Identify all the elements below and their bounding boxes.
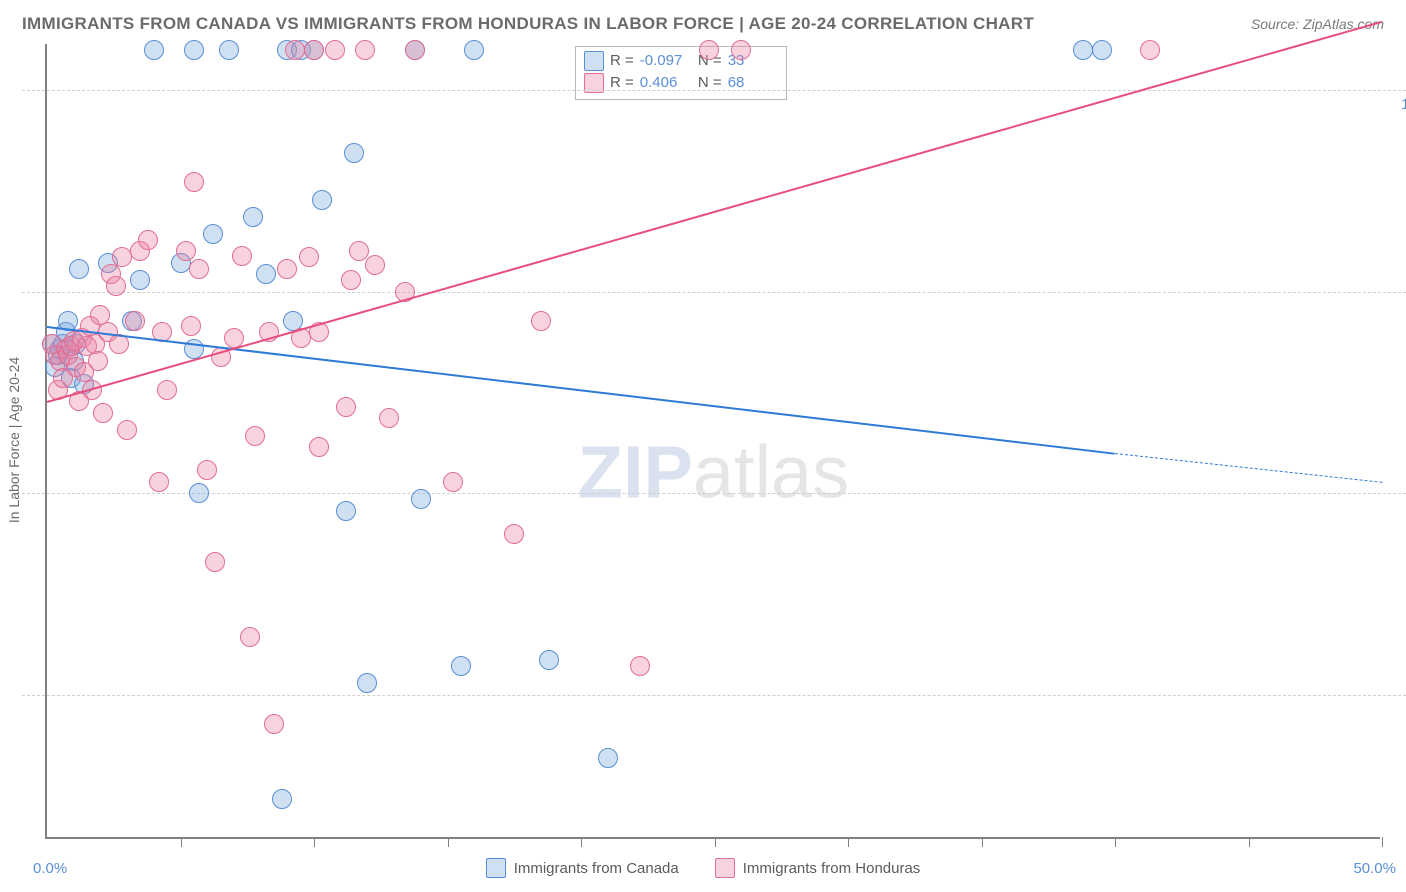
point-honduras [125,311,145,331]
source-credit: Source: ZipAtlas.com [1251,16,1384,32]
point-canada [357,673,377,693]
point-honduras [299,247,319,267]
x-tick [181,837,182,847]
point-honduras [443,472,463,492]
point-honduras [336,397,356,417]
point-canada [312,190,332,210]
point-honduras [149,472,169,492]
point-honduras [88,351,108,371]
point-canada [69,259,89,279]
point-honduras [264,714,284,734]
point-canada [539,650,559,670]
x-tick [314,837,315,847]
point-canada [189,483,209,503]
point-canada [144,40,164,60]
point-canada [272,789,292,809]
x-tick [848,837,849,847]
point-honduras [355,40,375,60]
point-honduras [531,311,551,331]
x-tick [715,837,716,847]
point-canada [598,748,618,768]
stat-label-r: R = [610,50,634,72]
y-tick-label: 65.0% [1392,499,1406,516]
point-honduras [277,259,297,279]
point-canada [344,143,364,163]
watermark-part-b: atlas [693,431,849,514]
point-honduras [1140,40,1160,60]
point-canada [464,40,484,60]
point-honduras [138,230,158,250]
point-honduras [117,420,137,440]
x-tick [448,837,449,847]
gridline-h [22,90,1406,91]
point-canada [130,270,150,290]
point-honduras [197,460,217,480]
x-tick [1115,837,1116,847]
point-honduras [245,426,265,446]
point-honduras [325,40,345,60]
stat-r-canada: -0.097 [640,50,688,72]
watermark: ZIPatlas [578,430,849,515]
gridline-h [22,695,1406,696]
point-canada [451,656,471,676]
point-canada [1092,40,1112,60]
chart-title: IMMIGRANTS FROM CANADA VS IMMIGRANTS FRO… [22,14,1034,34]
bottom-legend: Immigrants from Canada Immigrants from Ho… [0,858,1406,878]
point-canada [1073,40,1093,60]
point-canada [336,501,356,521]
x-tick [1249,837,1250,847]
point-canada [203,224,223,244]
point-honduras [341,270,361,290]
legend-swatch-canada [486,858,506,878]
point-honduras [93,403,113,423]
correlation-stats-box: R = -0.097 N = 33 R = 0.406 N = 68 [575,46,787,100]
watermark-part-a: ZIP [578,431,693,514]
y-tick-label: 100.0% [1392,96,1406,113]
point-canada [256,264,276,284]
point-honduras [106,276,126,296]
legend-item-canada: Immigrants from Canada [486,858,679,878]
gridline-h [22,493,1406,494]
point-canada [184,40,204,60]
point-canada [411,489,431,509]
point-canada [243,207,263,227]
point-honduras [379,408,399,428]
gridline-h [22,292,1406,293]
point-honduras [205,552,225,572]
x-tick [982,837,983,847]
point-honduras [232,246,252,266]
point-honduras [630,656,650,676]
point-honduras [176,241,196,261]
trend-line [1115,453,1382,483]
point-honduras [405,40,425,60]
point-honduras [240,627,260,647]
x-tick [1382,837,1383,847]
point-honduras [157,380,177,400]
point-honduras [304,40,324,60]
x-tick [581,837,582,847]
point-honduras [309,437,329,457]
header: IMMIGRANTS FROM CANADA VS IMMIGRANTS FRO… [22,10,1384,38]
point-honduras [699,40,719,60]
y-tick-label: 82.5% [1392,298,1406,315]
swatch-canada [584,51,604,71]
point-honduras [504,524,524,544]
legend-label: Immigrants from Canada [514,860,679,877]
point-honduras [731,40,751,60]
point-honduras [285,40,305,60]
point-honduras [365,255,385,275]
point-honduras [181,316,201,336]
chart-canvas: ZIPatlas R = -0.097 N = 33 R = 0.406 N =… [47,44,1380,837]
legend-swatch-honduras [715,858,735,878]
point-honduras [112,247,132,267]
chart-plot-area: ZIPatlas R = -0.097 N = 33 R = 0.406 N =… [45,44,1380,839]
point-canada [219,40,239,60]
point-honduras [184,172,204,192]
y-tick-label: 47.5% [1392,701,1406,718]
y-axis-title: In Labor Force | Age 20-24 [6,357,22,523]
point-honduras [189,259,209,279]
legend-label: Immigrants from Honduras [743,860,921,877]
legend-item-honduras: Immigrants from Honduras [715,858,921,878]
trend-line [47,326,1115,455]
